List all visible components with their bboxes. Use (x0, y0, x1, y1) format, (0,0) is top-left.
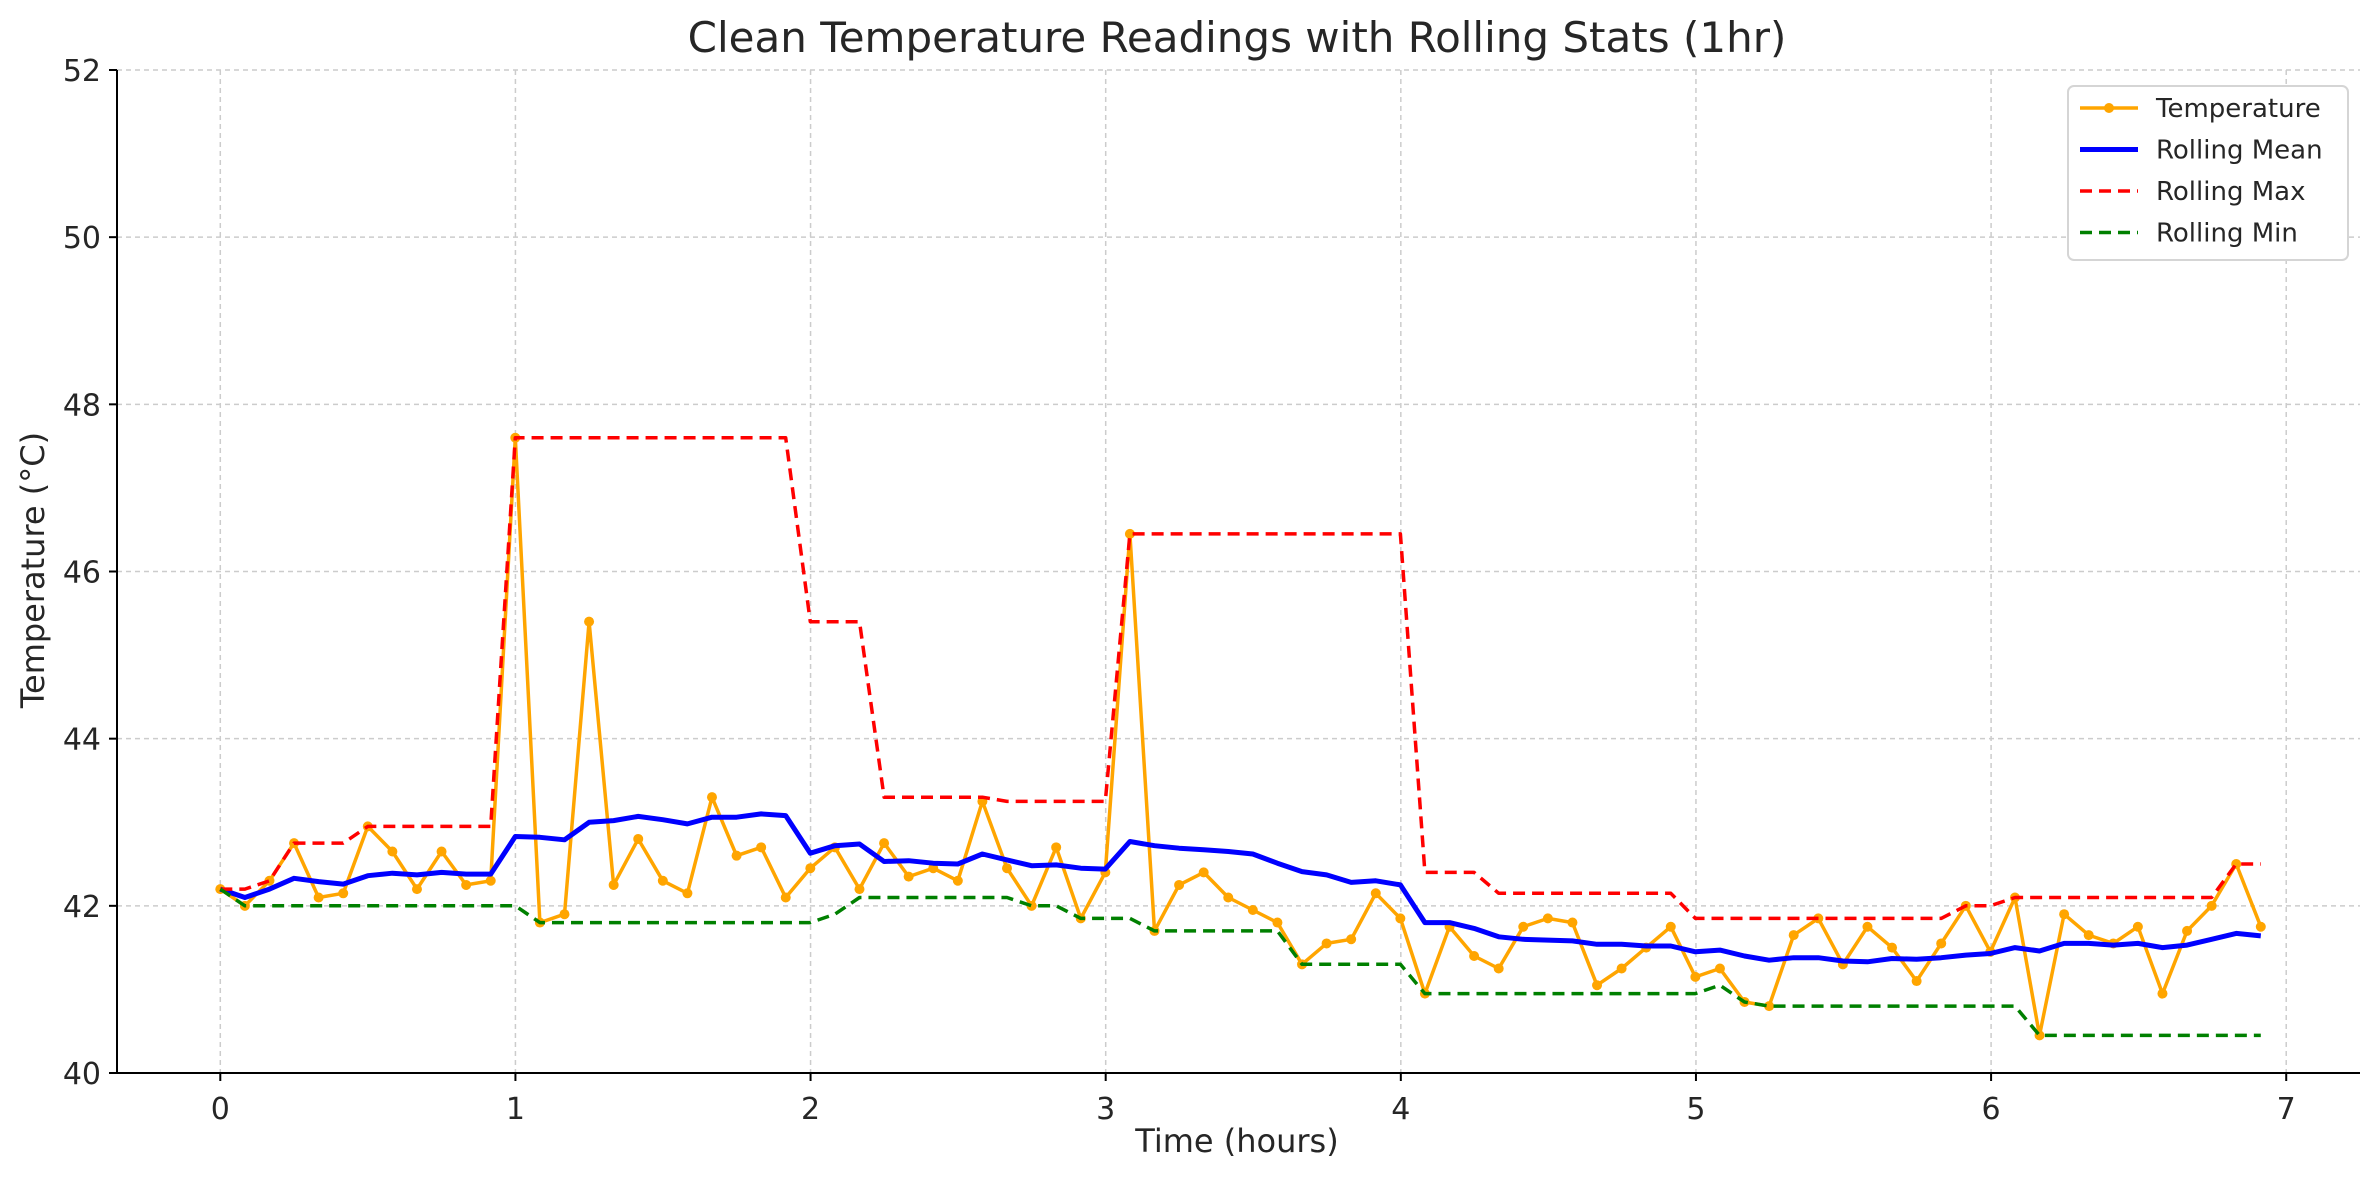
y-tick-label: 40 (63, 1057, 101, 1092)
temperature-point (1690, 971, 1701, 982)
temperature-point (338, 888, 349, 899)
x-tick-label: 1 (506, 1092, 525, 1127)
temperature-point (2206, 900, 2217, 911)
temperature-point (1714, 963, 1725, 974)
temperature-point (657, 875, 668, 886)
y-tick-label: 50 (63, 221, 101, 256)
temperature-point (780, 892, 791, 903)
temperature-point (1001, 863, 1012, 874)
y-tick-label: 52 (63, 54, 101, 89)
temperature-point (1493, 963, 1504, 974)
temperature-point (1911, 976, 1922, 987)
temperature-point (1518, 921, 1529, 932)
temperature-point (1051, 842, 1062, 853)
temperature-point (2182, 925, 2193, 936)
x-tick-label: 4 (1391, 1092, 1410, 1127)
x-tick-label: 0 (211, 1092, 230, 1127)
legend-marker-temperature (2104, 103, 2114, 113)
temperature-point (1198, 867, 1209, 878)
y-tick-label: 44 (63, 723, 101, 758)
temperature-point (1395, 913, 1406, 924)
temperature-point (1788, 930, 1799, 941)
x-axis-label: Time (hours) (1134, 1122, 1338, 1160)
temperature-point (952, 875, 963, 886)
temperature-point (1272, 917, 1283, 928)
axes: 0 1 2 3 4 5 6 7 40 42 44 46 48 50 52 (63, 54, 2360, 1127)
x-tick-label: 2 (801, 1092, 820, 1127)
temperature-point (854, 884, 865, 895)
rolling-max-line (220, 436, 2261, 921)
y-axis-label: Temperature (°C) (14, 432, 52, 709)
temperature-point (1542, 913, 1553, 924)
temperature-point (1665, 921, 1676, 932)
temperature-point (411, 884, 422, 895)
legend-box (2067, 85, 2349, 261)
rolling-mean-line (219, 811, 2262, 965)
x-tick-label: 6 (1982, 1092, 2001, 1127)
temperature-point (1616, 963, 1627, 974)
temperature-point (313, 892, 324, 903)
temperature-point (633, 833, 644, 844)
temperature-point (706, 792, 717, 803)
temperature-point (731, 850, 742, 861)
y-tick-label: 48 (63, 388, 101, 423)
temperature-point (1321, 938, 1332, 949)
temperature-point (1223, 892, 1234, 903)
temperature-point (387, 846, 398, 857)
temperature-point (1592, 980, 1603, 991)
legend: Temperature Rolling Mean Rolling Max Rollin… (2067, 85, 2349, 261)
temperature-point (2083, 930, 2094, 941)
y-tick-label: 42 (63, 890, 101, 925)
temperature-point (1469, 950, 1480, 961)
temperature-point (682, 888, 693, 899)
temperature-point (805, 863, 816, 874)
temperature-point (1174, 879, 1185, 890)
temperature-point (1936, 938, 1947, 949)
temperature-point (2059, 909, 2070, 920)
temperature-point (559, 909, 570, 920)
temperature-point (436, 846, 447, 857)
x-tick-label: 5 (1686, 1092, 1705, 1127)
temperature-point (756, 842, 767, 853)
temperature-point (584, 616, 595, 627)
temperature-point (2255, 921, 2266, 932)
series-layer (215, 432, 2266, 1041)
temperature-point (1247, 905, 1258, 916)
temperature-point (1764, 1001, 1775, 1012)
temperature-point (1124, 528, 1135, 539)
temperature-point (1370, 888, 1381, 899)
y-tick-label: 46 (63, 556, 101, 591)
legend-label-rolling-mean: Rolling Mean (2156, 136, 2323, 166)
legend-label-rolling-min: Rolling Min (2156, 219, 2298, 249)
temperature-point (1887, 942, 1898, 953)
chart-title: Clean Temperature Readings with Rolling … (688, 13, 1787, 62)
x-tick-label: 3 (1096, 1092, 1115, 1127)
temperature-point (461, 879, 472, 890)
temperature-point (1346, 934, 1357, 945)
temperature-point (608, 879, 619, 890)
x-tick-label: 7 (2277, 1092, 2296, 1127)
temperature-point (879, 838, 890, 849)
rolling-min-line (219, 887, 2261, 1038)
legend-label-rolling-max: Rolling Max (2156, 177, 2305, 207)
temperature-point (485, 875, 496, 886)
temperature-point (1862, 921, 1873, 932)
temperature-point (903, 871, 914, 882)
temperature-point (1567, 917, 1578, 928)
temperature-point (2157, 988, 2168, 999)
legend-label-temperature: Temperature (2155, 94, 2321, 124)
temperature-point (2132, 921, 2143, 932)
